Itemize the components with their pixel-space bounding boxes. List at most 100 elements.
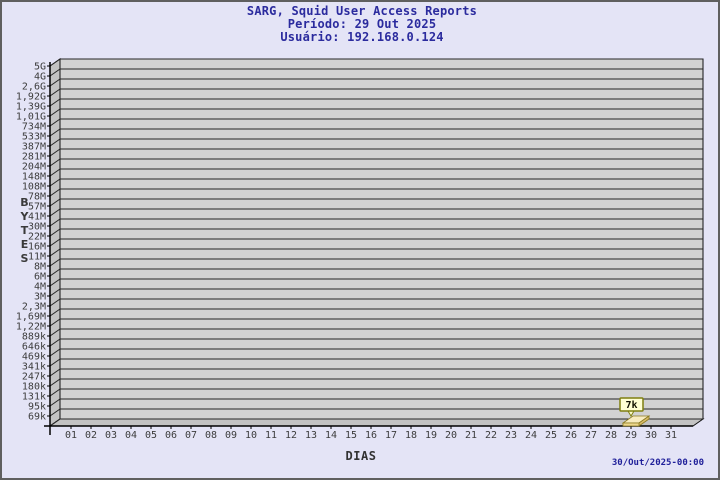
gridline-wall-segment (49, 308, 61, 317)
gridline-wall-segment (49, 188, 61, 197)
y-tick-label: 4M (34, 282, 46, 293)
y-tick-label: 3M (34, 292, 46, 303)
x-tick-label: 15 (345, 430, 357, 441)
gridline-wall-segment (49, 398, 61, 407)
y-tick-label: 1,01G (16, 112, 46, 123)
x-tick-label: 04 (125, 430, 137, 441)
gridline-wall-segment (49, 178, 61, 187)
gridline-wall-segment (49, 388, 61, 397)
x-tick-label: 10 (245, 430, 257, 441)
x-tick-label: 18 (405, 430, 417, 441)
gridline-wall-segment (49, 418, 61, 427)
y-tick-label: 148M (22, 172, 46, 183)
gridline-wall-segment (49, 318, 61, 327)
x-tick-label: 27 (585, 430, 597, 441)
x-tick-label: 22 (485, 430, 497, 441)
y-tick-label: 4G (34, 72, 46, 83)
gridline-wall-segment (49, 348, 61, 357)
page-title: SARG, Squid User Access Reports (246, 4, 478, 18)
x-tick-label: 09 (225, 430, 237, 441)
gridline-wall-segment (49, 98, 61, 107)
gridline-wall-segment (49, 368, 61, 377)
x-tick-label: 24 (525, 430, 537, 441)
y-tick-label: 180k (22, 382, 46, 393)
y-tick-label: 2,6G (22, 82, 46, 93)
gridline-wall-segment (49, 228, 61, 237)
y-tick-label: 6M (34, 272, 46, 283)
bar-value-label: 7k (625, 400, 637, 411)
gridline-wall-segment (49, 298, 61, 307)
bar-front-face (622, 422, 640, 427)
x-tick-label: 20 (445, 430, 457, 441)
gridline-wall-segment (49, 118, 61, 127)
gridline-wall-segment (49, 238, 61, 247)
x-tick-label: 14 (325, 430, 337, 441)
y-tick-label: 533M (22, 132, 46, 143)
x-axis-title: DIAS (345, 449, 377, 463)
y-tick-label: 22M (28, 232, 46, 243)
y-tick-label: 1,39G (16, 102, 46, 113)
x-tick-label: 19 (425, 430, 437, 441)
gridline-wall-segment (49, 58, 61, 67)
y-tick-label: 5G (34, 62, 46, 73)
x-tick-label: 26 (565, 430, 577, 441)
y-tick-label: 341k (22, 362, 46, 373)
y-tick-label: 889k (22, 332, 46, 343)
x-tick-label: 13 (305, 430, 317, 441)
y-tick-label: 387M (22, 142, 46, 153)
gridline-wall-segment (49, 358, 61, 367)
gridline-wall-segment (49, 128, 61, 137)
x-tick-label: 31 (665, 430, 677, 441)
gridline-wall-segment (49, 288, 61, 297)
y-tick-label: 95k (28, 402, 46, 413)
x-tick-label: 06 (165, 430, 177, 441)
gridline-wall-segment (49, 258, 61, 267)
report-period: Período: 29 Out 2025 (287, 17, 437, 31)
x-tick-label: 11 (265, 430, 277, 441)
y-tick-label: 69k (28, 412, 46, 423)
y-tick-label: 131k (22, 392, 46, 403)
gridline-wall-segment (49, 208, 61, 217)
gridline-wall-segment (49, 148, 61, 157)
y-tick-label: 108M (22, 182, 46, 193)
gridline-wall-segment (49, 168, 61, 177)
generation-timestamp: 30/Out/2025-00:00 (611, 458, 704, 468)
x-tick-label: 29 (625, 430, 637, 441)
gridline-wall-segment (49, 108, 61, 117)
y-tick-label: 30M (28, 222, 46, 233)
y-tick-label: 1,69M (16, 312, 46, 323)
gridline-wall-segment (49, 278, 61, 287)
y-axis-title: BYTES (18, 196, 31, 266)
gridline-wall-segment (49, 248, 61, 257)
x-tick-label: 07 (185, 430, 197, 441)
plot-floor (48, 418, 705, 427)
gridline-wall-segment (49, 88, 61, 97)
y-tick-label: 469k (22, 352, 46, 363)
y-tick-label: 16M (28, 242, 46, 253)
y-tick-label: 281M (22, 152, 46, 163)
x-tick-label: 08 (205, 430, 217, 441)
x-tick-label: 23 (505, 430, 517, 441)
y-tick-label: 78M (28, 192, 46, 203)
gridline-wall-segment (49, 378, 61, 387)
x-tick-label: 01 (65, 430, 77, 441)
x-tick-label: 17 (385, 430, 397, 441)
gridline-wall-segment (49, 68, 61, 77)
x-tick-label: 03 (105, 430, 117, 441)
gridline-wall-segment (49, 328, 61, 337)
gridline-wall-segment (49, 78, 61, 87)
report-header: SARG, Squid User Access Reports Período:… (2, 4, 718, 44)
x-tick-label: 30 (645, 430, 657, 441)
gridline-wall-segment (49, 268, 61, 277)
y-tick-label: 646k (22, 342, 46, 353)
y-tick-label: 41M (28, 212, 46, 223)
y-tick-label: 247k (22, 372, 46, 383)
y-tick-label: 1,22M (16, 322, 46, 333)
y-tick-label: 734M (22, 122, 46, 133)
report-user: Usuário: 192.168.0.124 (280, 30, 444, 44)
x-tick-label: 05 (145, 430, 157, 441)
x-tick-label: 12 (285, 430, 297, 441)
gridline-wall-segment (49, 218, 61, 227)
